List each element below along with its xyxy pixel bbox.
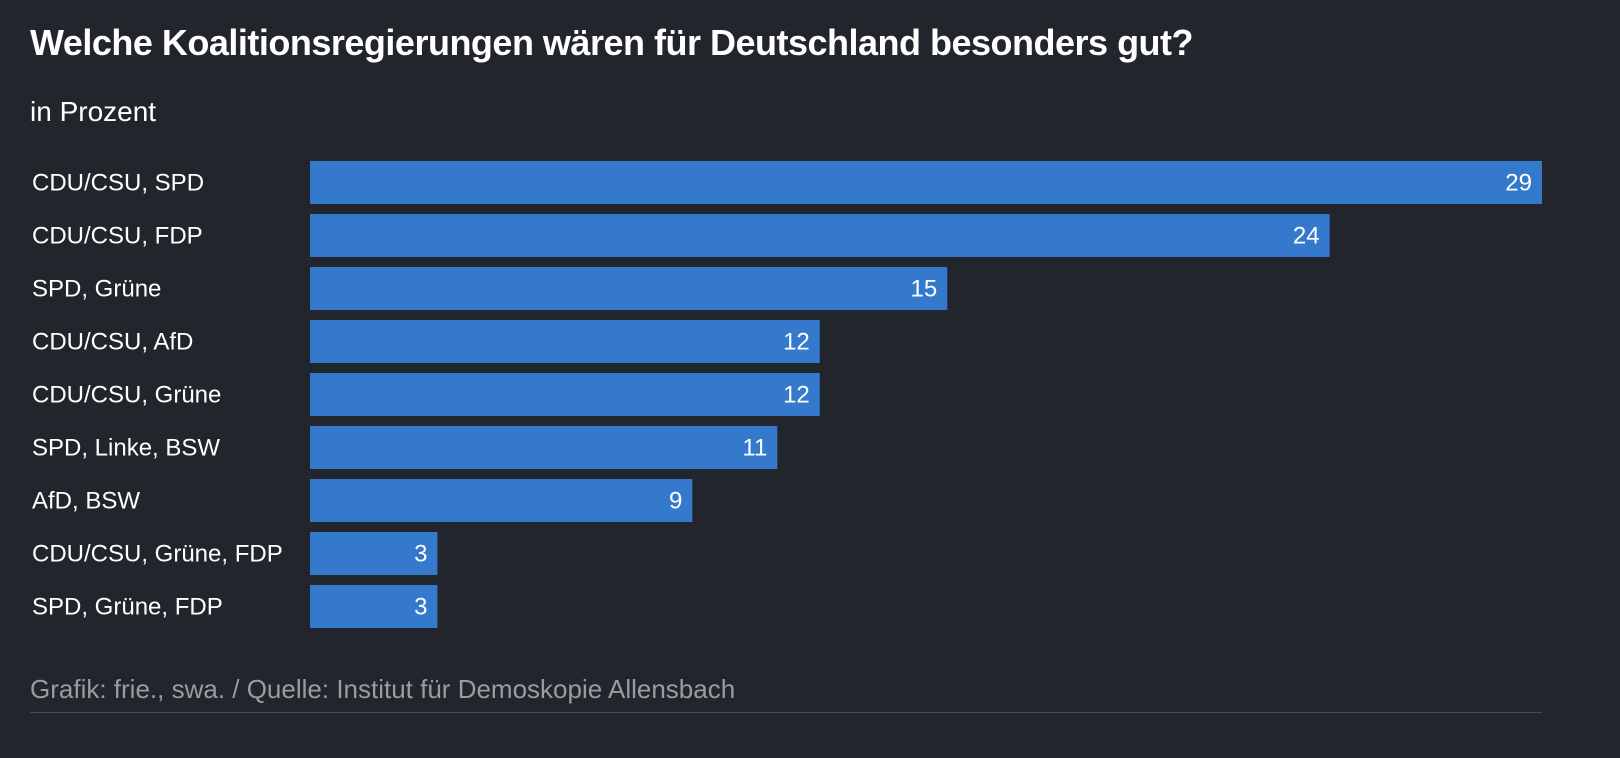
bar-value-label: 15 <box>911 276 938 303</box>
bar-value-label: 29 <box>1505 170 1532 197</box>
bar-value-label: 11 <box>742 435 767 462</box>
category-label: CDU/CSU, SPD <box>32 170 204 197</box>
category-label: SPD, Grüne, FDP <box>32 594 223 621</box>
bar <box>310 479 693 522</box>
chart-title: Welche Koalitionsregierungen wären für D… <box>30 22 1194 63</box>
bar <box>310 214 1330 257</box>
bar-value-label: 3 <box>414 541 427 568</box>
category-label: CDU/CSU, Grüne <box>32 382 221 409</box>
category-label: CDU/CSU, Grüne, FDP <box>32 541 283 568</box>
bar <box>310 320 820 363</box>
category-label: CDU/CSU, AfD <box>32 329 193 356</box>
source-divider <box>30 712 1542 713</box>
bar <box>310 426 778 469</box>
bar-value-label: 24 <box>1293 223 1320 250</box>
bar-value-label: 12 <box>783 382 810 409</box>
bar <box>310 267 948 310</box>
category-label: SPD, Grüne <box>32 276 161 303</box>
category-label: SPD, Linke, BSW <box>32 435 220 462</box>
bar-value-label: 12 <box>783 329 810 356</box>
chart-subtitle: in Prozent <box>30 96 157 127</box>
bar-value-label: 3 <box>414 594 427 621</box>
bar <box>310 161 1542 204</box>
category-label: CDU/CSU, FDP <box>32 223 203 250</box>
bar-chart: CDU/CSU, SPD 29 CDU/CSU, FDP 24 SPD, Grüne 15… <box>32 161 1542 628</box>
category-label: AfD, BSW <box>32 488 140 515</box>
bar-value-label: 9 <box>669 488 682 515</box>
bar <box>310 373 820 416</box>
bar <box>310 585 438 628</box>
bar <box>310 532 438 575</box>
chart-source-note: Grafik: frie., swa. / Quelle: Institut f… <box>30 674 736 704</box>
